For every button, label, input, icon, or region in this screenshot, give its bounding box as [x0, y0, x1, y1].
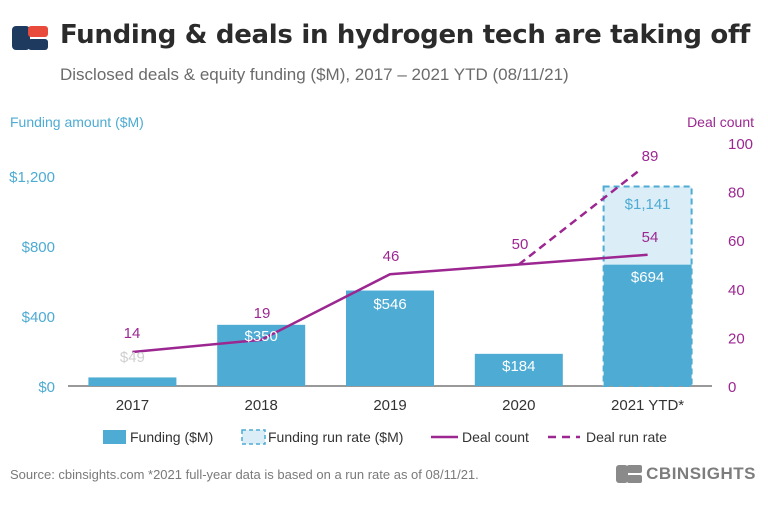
funding-deals-chart: Funding amount ($M) Deal count $0 $400 $800 $…: [9, 114, 754, 445]
deal-count-label: 46: [383, 248, 400, 265]
y2-tick-label: 80: [728, 185, 745, 202]
deal-count-label: 54: [642, 229, 659, 246]
deal-count-label: 19: [254, 305, 271, 322]
funding-bar: [88, 377, 177, 386]
deal-count-label: 14: [124, 325, 141, 342]
x-tick-label: 2018: [245, 397, 278, 414]
logo-left-block: [12, 26, 30, 50]
y-tick-label: $0: [38, 379, 55, 396]
y-tick-label: $400: [22, 309, 55, 326]
funding-bar-label: $350: [245, 328, 278, 345]
legend-run-rate-swatch: [241, 429, 266, 445]
deal-run-rate-label: 89: [642, 148, 659, 165]
cb-insights-logo: [12, 26, 48, 55]
deal-count-label: 50: [512, 236, 529, 253]
funding-bar: [217, 324, 306, 386]
legend-deal-run-rate-label: Deal run rate: [586, 429, 667, 445]
legend-run-rate-label: Funding run rate ($M): [268, 429, 403, 445]
y2-tick-label: 40: [728, 282, 745, 299]
brand-name: CBINSIGHTS: [646, 464, 756, 483]
funding-bar-label: $49: [120, 349, 145, 366]
page-subtitle: Disclosed deals & equity funding ($M), 2…: [60, 65, 569, 84]
y2-tick-label: 100: [728, 136, 753, 153]
y-axis-title: Funding amount ($M): [10, 114, 144, 130]
legend-funding-swatch: [103, 430, 126, 444]
y-tick-label: $1,200: [9, 169, 55, 186]
legend-funding-label: Funding ($M): [130, 429, 213, 445]
x-tick-label: 2017: [116, 397, 149, 414]
y2-tick-label: 20: [728, 330, 745, 347]
legend-deal-count-label: Deal count: [462, 429, 529, 445]
brand-logo-icon: [616, 465, 643, 483]
deal-count-line: [132, 253, 648, 354]
funding-bar-label: $694: [631, 269, 664, 286]
logo-top-right-block: [28, 26, 48, 37]
y2-tick-label: 60: [728, 233, 745, 250]
x-tick-label: 2019: [373, 397, 406, 414]
brand-mark: CBINSIGHTS: [616, 464, 756, 484]
y2-axis-title: Deal count: [687, 114, 754, 130]
x-tick-label: 2021 YTD*: [611, 397, 684, 414]
funding-bar: [603, 264, 692, 386]
run-rate-bar-label: $1,141: [625, 196, 671, 213]
funding-bar-label: $546: [373, 296, 406, 313]
y-tick-label: $800: [22, 239, 55, 256]
logo-bottom-right-block: [28, 39, 48, 50]
x-tick-label: 2020: [502, 397, 535, 414]
funding-bar: [474, 353, 563, 386]
source-note: Source: cbinsights.com *2021 full-year d…: [10, 467, 479, 482]
funding-bar: [346, 290, 434, 386]
y2-tick-label: 0: [728, 379, 736, 396]
page-title: Funding & deals in hydrogen tech are tak…: [60, 20, 750, 50]
funding-bar-label: $184: [502, 358, 535, 375]
